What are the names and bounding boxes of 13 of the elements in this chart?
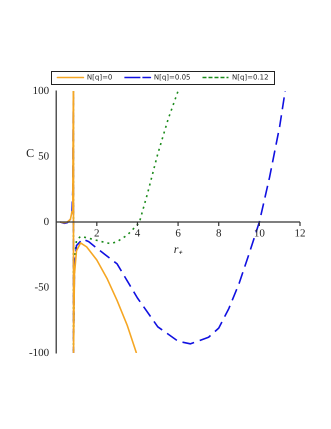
y-tick-label: 50 [38,150,50,162]
x-tick-label: 12 [294,227,306,240]
y-axis-title: C [26,146,34,160]
x-tick-label: 10 [254,227,266,240]
y-tick-label: 100 [32,84,50,97]
x-tick-label: 8 [216,227,222,240]
x-tick-label: 4 [134,227,141,240]
y-tick-label: -50 [34,281,50,294]
y-tick-label: -100 [28,346,50,359]
x-tick-label: 2 [94,227,100,240]
x-axis-title: r₊ [174,242,182,256]
x-tick-label: 6 [175,227,182,240]
y-tick-label: 0 [44,216,50,228]
